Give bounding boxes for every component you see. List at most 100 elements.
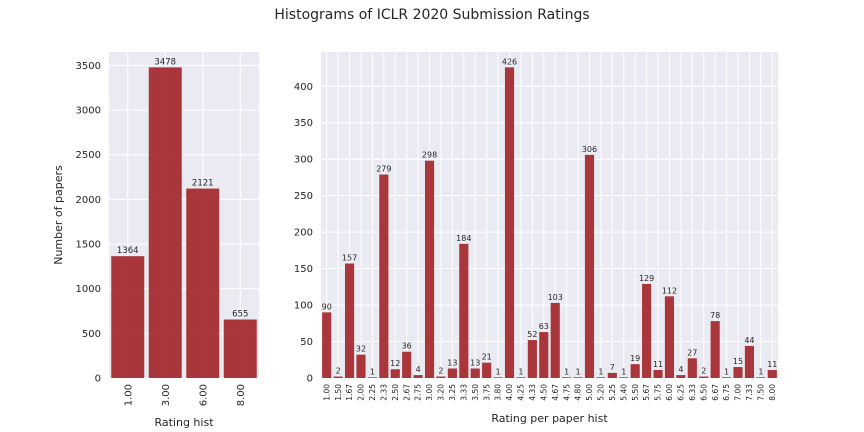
data-label: 4 xyxy=(678,365,683,374)
bar xyxy=(493,377,503,378)
bar xyxy=(333,376,343,378)
data-label: 78 xyxy=(710,311,720,320)
bar xyxy=(413,375,423,378)
x-tick-label: 7.00 xyxy=(734,384,743,401)
x-tick-label: 6.00 xyxy=(665,384,674,401)
bar xyxy=(482,362,492,378)
x-tick-label: 2.50 xyxy=(391,384,400,401)
x-tick-label: 5.75 xyxy=(654,384,663,401)
x-tick-label: 6.75 xyxy=(722,384,731,401)
x-tick-label: 4.33 xyxy=(528,384,537,401)
bar xyxy=(344,263,355,378)
bar xyxy=(527,340,537,378)
rating-hist-chart: 0 500 1000 1500 2000 2500 3000 3500 1364 3478 2121… xyxy=(52,52,259,429)
bar xyxy=(767,369,777,378)
data-label: 7 xyxy=(610,363,615,372)
bar xyxy=(186,188,220,378)
y-tick-label: 100 xyxy=(294,301,313,312)
bar xyxy=(504,67,515,379)
data-label: 129 xyxy=(639,274,654,283)
plot-area xyxy=(321,52,778,378)
x-tick-label: 6.00 xyxy=(198,384,209,406)
data-label: 1 xyxy=(621,367,626,376)
y-tick-label: 400 xyxy=(294,82,313,93)
data-label: 2 xyxy=(701,367,706,376)
x-tick-label: 8.00 xyxy=(236,384,247,406)
rating-per-paper-hist-chart: 0501001502002503003504009021573212791236… xyxy=(294,52,778,425)
bar xyxy=(223,319,257,378)
x-tick-label: 1.00 xyxy=(123,384,134,406)
data-label: 27 xyxy=(687,348,697,357)
x-tick-label: 5.40 xyxy=(619,384,628,401)
data-label: 157 xyxy=(342,253,357,262)
bar xyxy=(687,358,697,378)
x-tick-label: 6.50 xyxy=(699,384,708,401)
x-tick-label: 5.50 xyxy=(631,384,640,401)
data-label: 32 xyxy=(356,345,366,354)
bar xyxy=(322,312,332,378)
data-label: 298 xyxy=(422,151,437,160)
data-label: 655 xyxy=(232,309,248,319)
bar xyxy=(699,376,709,378)
data-label: 90 xyxy=(322,302,332,311)
y-tick-label: 3500 xyxy=(76,61,101,72)
bar xyxy=(562,377,572,378)
data-label: 279 xyxy=(376,165,391,174)
data-label: 1 xyxy=(370,367,375,376)
bar xyxy=(470,368,480,378)
x-tick-label: 3.75 xyxy=(482,384,491,401)
data-label: 21 xyxy=(482,353,492,362)
x-tick-label: 1.00 xyxy=(322,384,331,401)
data-label: 44 xyxy=(744,336,754,345)
y-tick-label: 300 xyxy=(294,155,313,166)
bar xyxy=(379,174,389,378)
bar xyxy=(447,368,457,378)
bar xyxy=(516,377,526,378)
x-tick-label: 6.25 xyxy=(677,384,686,401)
data-label: 15 xyxy=(733,357,743,366)
x-tick-label: 8.00 xyxy=(768,384,777,401)
data-label: 1 xyxy=(758,367,763,376)
data-label: 426 xyxy=(502,57,517,66)
data-label: 184 xyxy=(456,234,471,243)
data-label: 36 xyxy=(402,342,412,351)
x-axis-label: Rating hist xyxy=(154,416,214,429)
bar xyxy=(402,351,412,378)
x-tick-label: 2.33 xyxy=(379,384,388,401)
bar xyxy=(436,376,446,378)
x-tick-label: 3.50 xyxy=(471,384,480,401)
bar xyxy=(539,332,549,378)
y-tick-label: 0 xyxy=(95,374,101,385)
figure-title: Histograms of ICLR 2020 Submission Ratin… xyxy=(274,7,590,23)
x-tick-label: 6.67 xyxy=(711,384,720,401)
data-label: 1364 xyxy=(117,246,139,256)
y-tick-label: 2000 xyxy=(76,195,101,206)
bar xyxy=(642,283,652,378)
x-tick-label: 3.00 xyxy=(161,384,172,406)
data-label: 306 xyxy=(582,145,597,154)
y-tick-label: 50 xyxy=(300,337,313,348)
bar xyxy=(424,160,435,378)
bar xyxy=(630,364,640,378)
bar xyxy=(607,372,617,378)
y-tick-label: 200 xyxy=(294,228,313,239)
x-tick-label: 4.25 xyxy=(517,384,526,401)
data-label: 11 xyxy=(653,360,663,369)
x-tick-label: 2.75 xyxy=(414,384,423,401)
data-label: 12 xyxy=(390,359,400,368)
bar xyxy=(390,369,400,378)
y-tick-label: 350 xyxy=(294,118,313,129)
y-tick-label: 250 xyxy=(294,191,313,202)
x-tick-label: 3.25 xyxy=(448,384,457,401)
data-label: 1 xyxy=(564,367,569,376)
y-tick-label: 1000 xyxy=(76,284,101,295)
data-label: 103 xyxy=(548,293,563,302)
bar xyxy=(459,243,469,378)
x-tick-label: 4.67 xyxy=(551,384,560,401)
x-tick-label: 7.33 xyxy=(745,384,754,401)
x-tick-label: 4.75 xyxy=(562,384,571,401)
y-axis-label: Number of papers xyxy=(52,165,65,265)
x-tick-label: 2.25 xyxy=(368,384,377,401)
bar xyxy=(550,302,560,378)
